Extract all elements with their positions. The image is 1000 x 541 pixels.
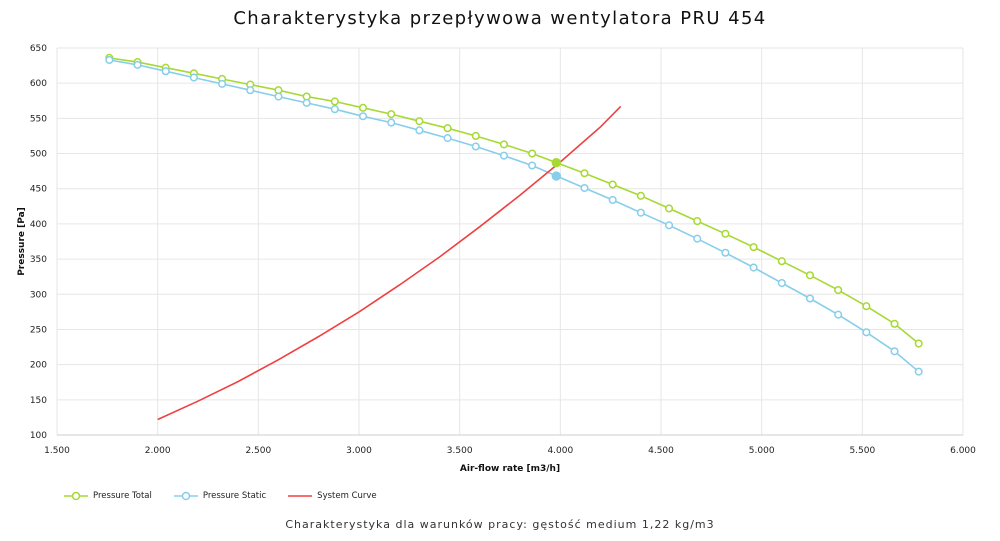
data-point-pressure-total (805, 271, 815, 280)
data-point-pressure-static (133, 60, 142, 69)
data-point-pressure-static (330, 105, 339, 114)
data-point-pressure-static (608, 195, 617, 205)
legend-label-pressure-total: Pressure Total (93, 491, 152, 501)
x-tick-label: 3.500 (447, 446, 473, 456)
data-point-pressure-static (665, 221, 674, 230)
data-point-pressure-static (749, 263, 758, 272)
x-axis-title: Air-flow rate [m3/h] (460, 464, 560, 474)
data-point-pressure-total (890, 319, 899, 328)
y-tick-label: 200 (30, 361, 47, 371)
data-point-pressure-total (528, 149, 537, 158)
data-point-pressure-total (749, 243, 758, 252)
data-point-pressure-total (914, 339, 923, 348)
legend-item-pressure-total[interactable]: Pressure Total (64, 490, 152, 502)
data-point-pressure-total (580, 169, 589, 178)
legend-swatch-pressure-total (64, 491, 88, 501)
data-point-pressure-total (499, 140, 509, 149)
legend-item-system-curve[interactable]: System Curve (288, 490, 377, 502)
data-point-pressure-static (580, 183, 589, 193)
chart-title: Charakterystyka przepływowa wentylatora … (233, 8, 767, 29)
data-point-pressure-static (721, 248, 730, 257)
data-point-pressure-total (415, 117, 424, 126)
x-tick-label: 4.000 (547, 446, 573, 456)
y-tick-label: 250 (30, 325, 47, 335)
data-point-pressure-static (161, 67, 170, 76)
legend-swatch-system-curve (288, 495, 313, 497)
data-point-pressure-total (636, 191, 645, 200)
series-line-pressure-static (109, 59, 920, 373)
y-tick-label: 600 (30, 79, 47, 89)
legend-swatch-pressure-static (173, 491, 198, 501)
data-point-pressure-total (665, 204, 674, 213)
data-point-pressure-static (636, 208, 645, 217)
x-tick-label: 3.000 (346, 446, 372, 456)
y-tick-label: 650 (30, 44, 47, 54)
data-point-pressure-static (246, 86, 255, 95)
y-tick-label: 350 (30, 255, 47, 265)
data-point-pressure-static (274, 92, 283, 101)
x-tick-label: 2.000 (145, 446, 171, 456)
data-point-pressure-static (105, 55, 114, 65)
data-point-pressure-total (721, 229, 730, 238)
data-point-pressure-static (358, 112, 368, 121)
data-point-pressure-static (443, 134, 452, 143)
data-point-pressure-total (387, 110, 396, 119)
x-tick-label: 2.500 (245, 446, 271, 456)
data-point-pressure-total (862, 302, 871, 311)
data-point-pressure-static (499, 151, 509, 160)
y-tick-label: 500 (30, 150, 47, 160)
x-tick-label: 4.500 (648, 446, 674, 456)
data-point-pressure-static (834, 310, 843, 319)
x-tick-label: 5.000 (749, 446, 775, 456)
data-point-pressure-total (777, 257, 786, 266)
legend-label-system-curve: System Curve (317, 491, 377, 501)
chart-subtitle: Charakterystyka dla warunków pracy: gęst… (285, 518, 715, 531)
data-point-pressure-total (693, 217, 702, 226)
data-point-pressure-static (862, 328, 871, 337)
data-point-pressure-total (358, 103, 368, 112)
x-tick-label: 1.500 (44, 446, 70, 456)
data-point-pressure-static (189, 73, 198, 82)
data-point-pressure-static (693, 234, 702, 243)
data-point-pressure-total (443, 124, 452, 133)
data-point-pressure-total (471, 131, 480, 141)
data-point-pressure-static (914, 367, 923, 376)
legend: Pressure Total Pressure Static System Cu… (64, 490, 377, 502)
data-point-pressure-total (330, 97, 339, 106)
grid-lines (56, 47, 964, 436)
x-tick-label: 5.500 (849, 446, 875, 456)
legend-item-pressure-static[interactable]: Pressure Static (173, 490, 267, 502)
series-layer (105, 53, 923, 421)
y-axis-title: Pressure [Pa] (17, 207, 27, 276)
y-tick-label: 400 (30, 220, 47, 230)
data-point-pressure-total (608, 180, 617, 189)
data-point-pressure-static (471, 142, 480, 151)
data-point-pressure-static (777, 278, 786, 288)
data-point-pressure-static (415, 126, 424, 135)
y-tick-label: 100 (30, 431, 47, 441)
data-point-pressure-static (387, 118, 396, 127)
x-tick-label: 6.000 (950, 446, 976, 456)
data-point-pressure-static (805, 294, 815, 303)
data-point-pressure-static (890, 347, 899, 356)
legend-label-pressure-static: Pressure Static (202, 491, 267, 501)
y-tick-label: 300 (30, 290, 47, 300)
y-tick-label: 450 (30, 185, 47, 195)
data-point-pressure-total (834, 286, 843, 295)
y-tick-label: 150 (30, 396, 47, 406)
data-point-pressure-static (528, 161, 537, 170)
operating-point-pressure-static (551, 171, 562, 181)
data-point-pressure-static (302, 98, 311, 107)
operating-point-pressure-total (551, 157, 562, 168)
y-tick-label: 550 (30, 114, 47, 124)
axes: 100 150 200 250 300 350 400 450 500 550 600 650 1.50… (30, 44, 976, 456)
data-point-pressure-static (218, 79, 227, 88)
